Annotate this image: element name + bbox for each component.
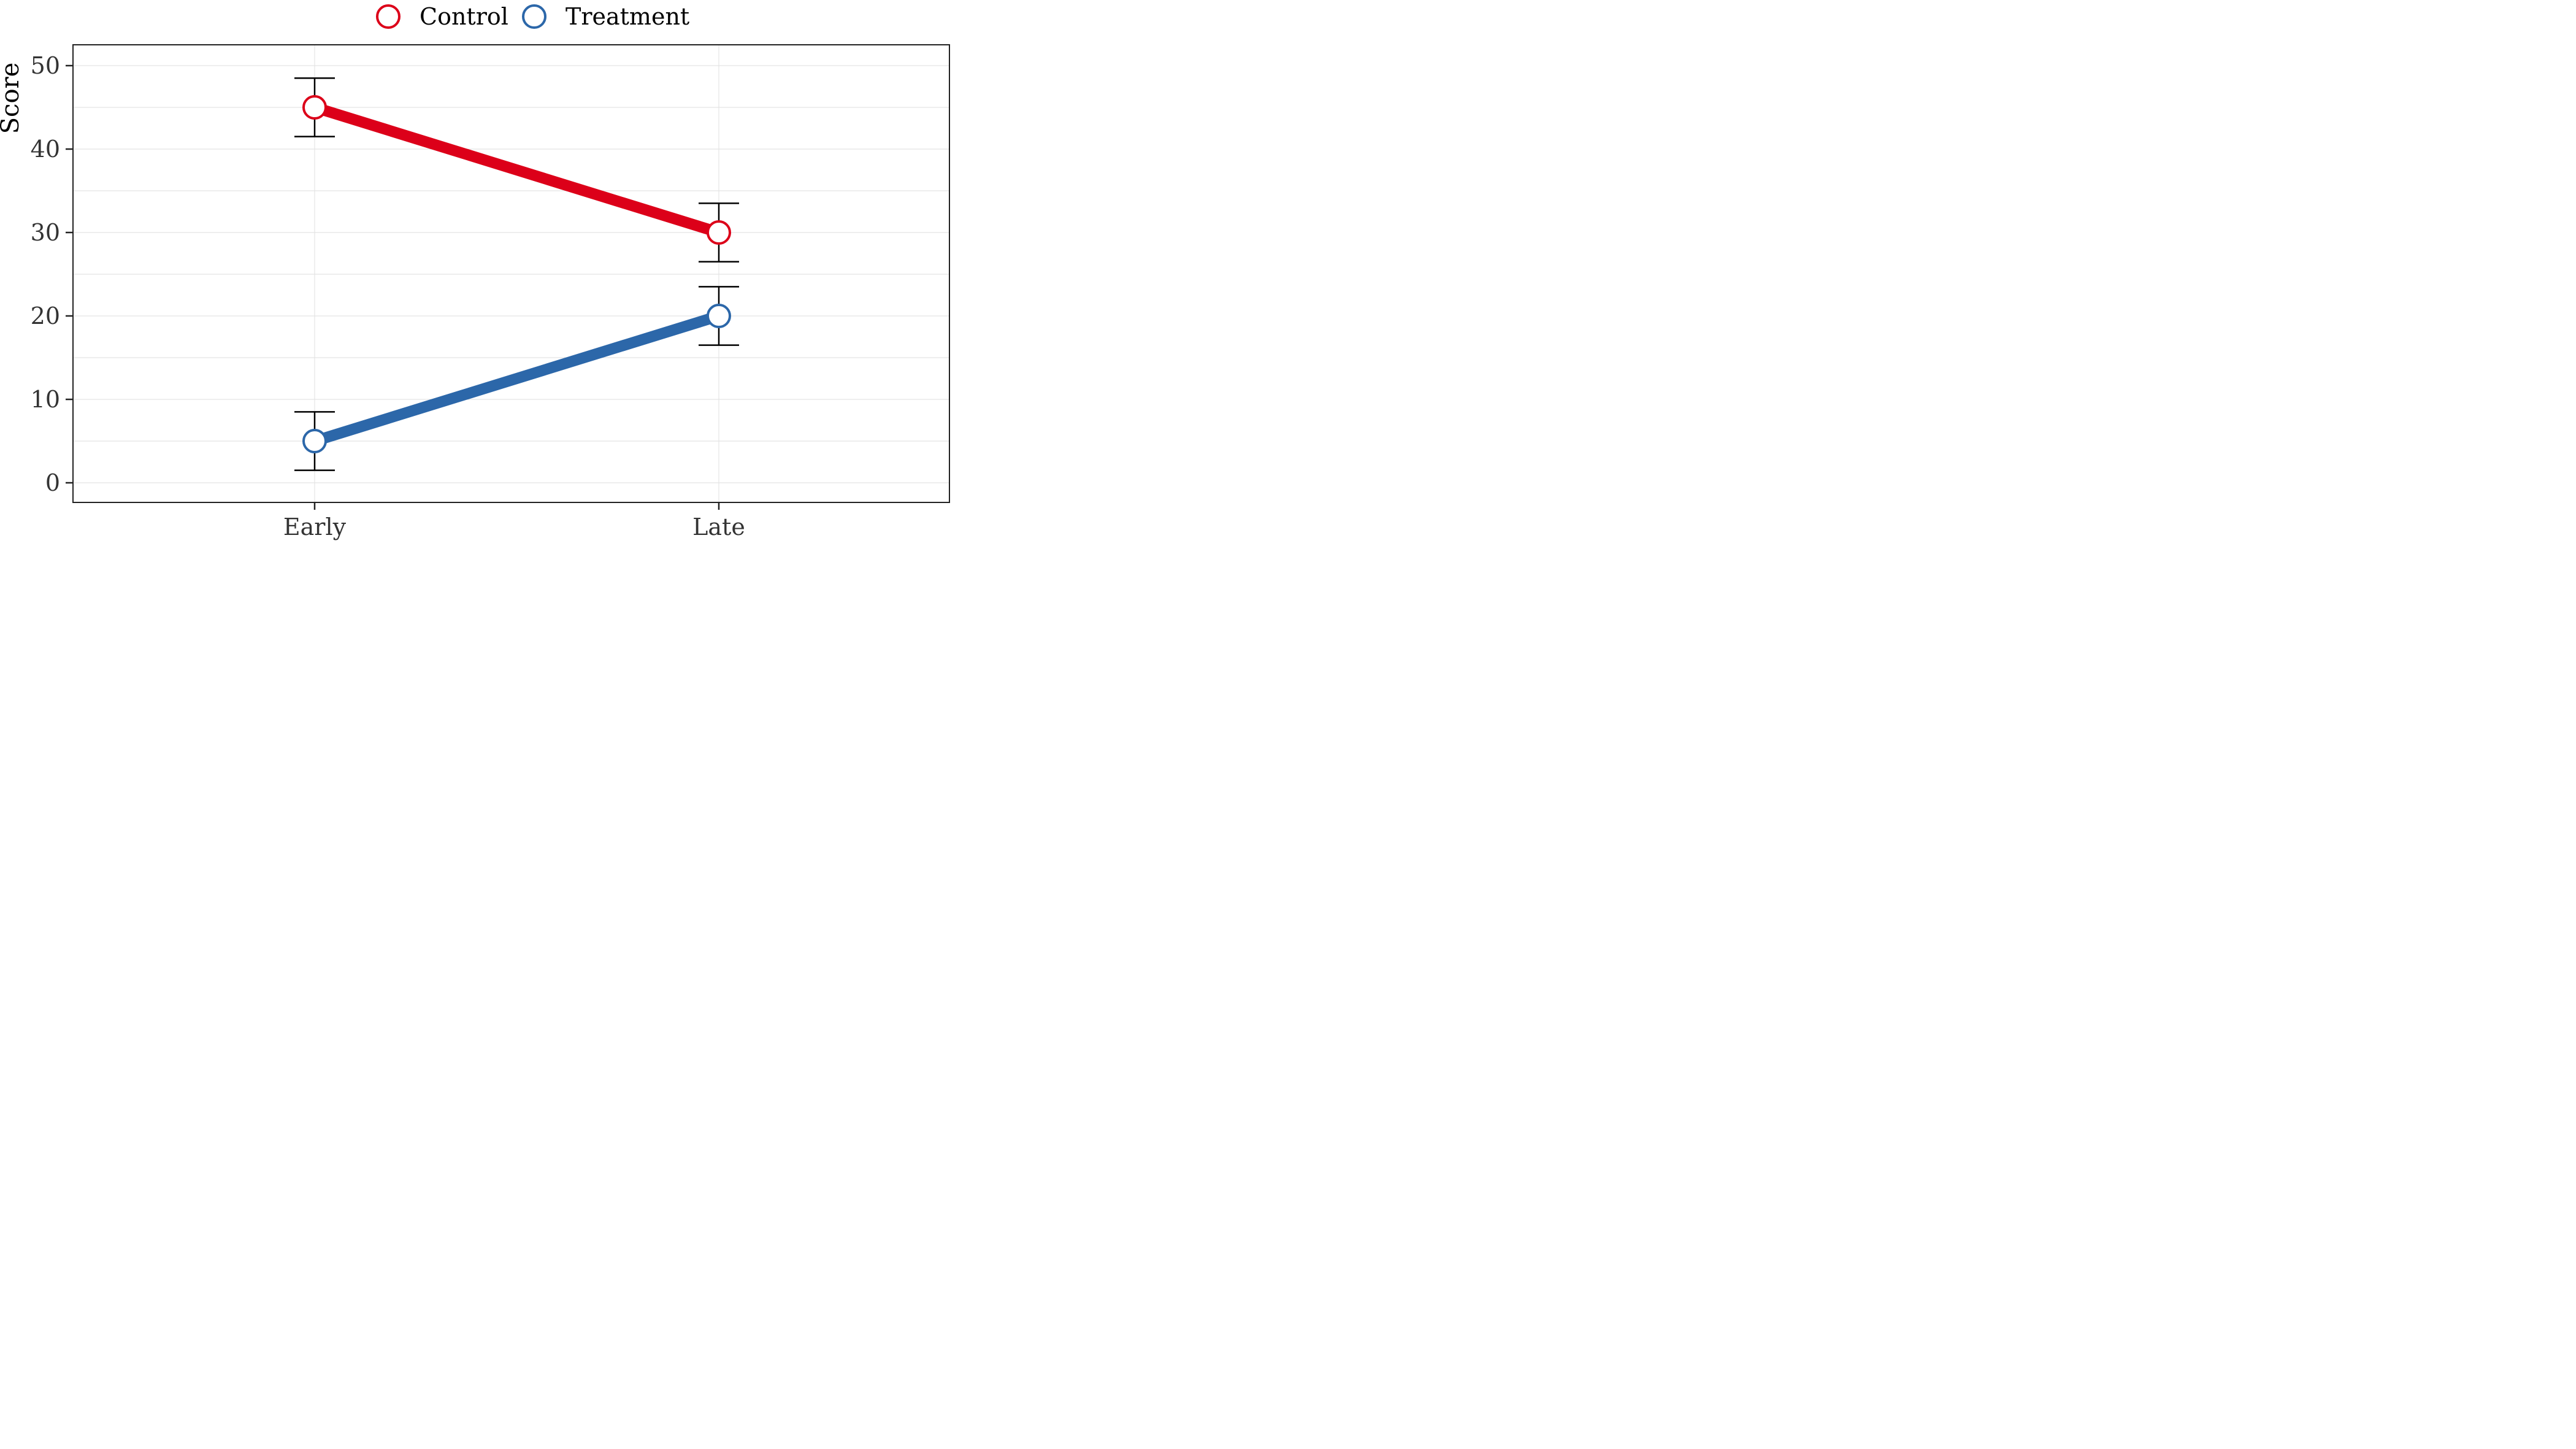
legend-label-control: Control [420, 3, 508, 30]
data-point-control [707, 220, 731, 245]
data-point-control [302, 95, 327, 120]
y-tick-label: 40 [31, 136, 60, 163]
interaction-plot: 0 10 20 30 40 50 Early Late Score Control Treat… [0, 3, 950, 540]
series-lines [313, 102, 721, 447]
plot-border [72, 44, 950, 503]
data-point-treatment [707, 304, 731, 328]
legend-label-treatment: Treatment [565, 3, 689, 30]
y-tick-label: 10 [31, 386, 60, 413]
series-line-treatment [313, 310, 721, 447]
x-tick-label: Early [283, 513, 347, 540]
data-points [302, 95, 731, 453]
legend-key-control [376, 4, 401, 29]
y-tick-label: 20 [31, 302, 60, 329]
x-axis: Early Late [283, 502, 745, 540]
y-tick-label: 0 [45, 469, 60, 496]
y-tick-label: 30 [31, 219, 60, 246]
y-axis-title: Score [0, 63, 25, 134]
legend: Control Treatment [376, 3, 689, 30]
data-point-treatment [302, 429, 327, 453]
y-tick-label: 50 [31, 52, 60, 79]
x-tick-label: Late [692, 513, 745, 540]
legend-key-treatment [522, 4, 546, 29]
series-line-control [313, 102, 721, 238]
plot-background [73, 45, 949, 502]
y-axis: 0 10 20 30 40 50 [31, 52, 73, 496]
